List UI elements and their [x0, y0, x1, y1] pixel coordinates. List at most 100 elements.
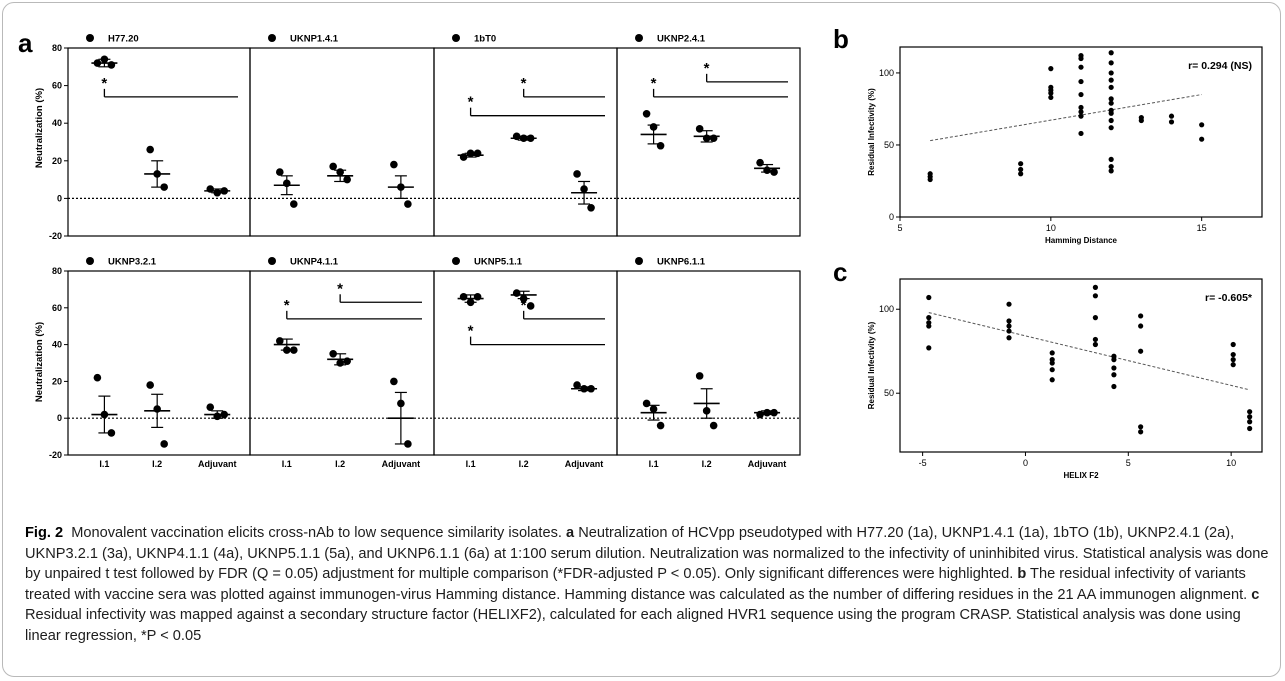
- data-point: [656, 421, 665, 430]
- data-point: [1111, 372, 1117, 378]
- data-point: [1078, 78, 1084, 85]
- figure-graphics: a b c Neutralization (%) Neutralization …: [18, 24, 1263, 480]
- data-point: [1108, 163, 1114, 170]
- y-tick-label: 60: [52, 303, 62, 313]
- data-point: [1078, 91, 1084, 98]
- category-label: Adjuvant: [748, 459, 787, 469]
- data-point: [1108, 117, 1114, 124]
- category-label: Adjuvant: [565, 459, 604, 469]
- subpanel-1bT0: 1bT0 * *: [433, 34, 618, 237]
- data-point: [1230, 351, 1236, 358]
- data-point: [1168, 119, 1175, 125]
- title-bullet-icon: [86, 257, 94, 265]
- subpanel-frame: [616, 270, 801, 456]
- data-point: [1111, 357, 1117, 363]
- data-point: [656, 141, 665, 150]
- data-point: [1108, 168, 1114, 174]
- subpanel-title: UKNP5.1.1: [474, 257, 523, 268]
- x-tick-label: -5: [919, 458, 927, 468]
- data-point: [1092, 284, 1098, 290]
- subpanel-UKNP5.1.1: UKNP5.1.1 I.1 I.2 Adjuvant * *: [433, 257, 618, 469]
- data-point: [1230, 341, 1236, 348]
- panel-a-top-ylabel: Neutralization (%): [34, 88, 45, 168]
- x-tick-label: 0: [1023, 458, 1028, 468]
- subpanel-UKNP6.1.1: UKNP6.1.1 I.1 I.2 Adjuvant: [616, 257, 801, 469]
- subpanel-UKNP1.4.1: UKNP1.4.1: [249, 34, 435, 237]
- sig-star: *: [468, 323, 474, 340]
- category-label: I.2: [335, 459, 345, 469]
- data-point: [573, 381, 581, 389]
- data-point: [1018, 166, 1024, 173]
- data-point: [1108, 50, 1114, 56]
- data-point: [1108, 107, 1114, 113]
- data-point: [709, 421, 718, 430]
- data-point: [927, 171, 933, 177]
- x-axis-label: HELIX F2: [1063, 471, 1099, 480]
- data-point: [1138, 424, 1144, 430]
- data-point: [1006, 335, 1012, 341]
- y-tick-label: 20: [52, 156, 62, 166]
- data-point: [1111, 383, 1117, 390]
- data-point: [1018, 161, 1024, 167]
- x-tick-label: 5: [1126, 458, 1131, 468]
- panel-b-plot: 5 10 15 0 50 100 Hamming Distance Residual Infe…: [867, 46, 1263, 245]
- sig-star: *: [651, 75, 657, 92]
- subpanel-title: 1bT0: [474, 34, 496, 45]
- sig-star: *: [521, 75, 527, 92]
- category-label: I.1: [466, 459, 476, 469]
- data-point: [926, 345, 932, 351]
- data-point: [206, 403, 215, 411]
- sig-star: *: [337, 280, 343, 297]
- caption-a-text: Neutralization of HCVpp pseudotyped with…: [25, 525, 1269, 583]
- data-point: [1018, 171, 1024, 177]
- data-point: [1199, 122, 1205, 128]
- subpanel-title: UKNP3.2.1: [108, 257, 157, 268]
- data-point: [1138, 114, 1144, 121]
- regression-line: [930, 94, 1202, 142]
- y-tick-label: -20: [49, 231, 62, 241]
- data-point: [1049, 360, 1055, 366]
- data-point: [107, 429, 116, 437]
- y-tick-label: 40: [52, 118, 62, 128]
- title-bullet-icon: [635, 34, 643, 42]
- data-point: [1108, 156, 1114, 162]
- y-axis-label: Residual Infectivity (%): [867, 321, 876, 409]
- subpanel-frame: [616, 47, 801, 237]
- subpanel-frame: [67, 47, 251, 237]
- data-point: [343, 357, 351, 365]
- data-point: [1108, 96, 1114, 102]
- subpanel-title: H77.20: [108, 34, 139, 45]
- regression-line: [928, 312, 1250, 391]
- data-point: [329, 350, 337, 358]
- panel-b-letter: b: [833, 24, 849, 54]
- data-point: [1092, 315, 1098, 321]
- y-tick-label: 50: [884, 140, 894, 150]
- data-point: [343, 175, 351, 184]
- data-point: [1078, 113, 1084, 119]
- y-tick-label: 100: [879, 304, 894, 314]
- plot-frame: [899, 278, 1263, 453]
- data-point: [1108, 77, 1114, 83]
- panel-a-bottom-ylabel: Neutralization (%): [34, 322, 45, 402]
- data-point: [770, 168, 778, 176]
- data-point: [93, 373, 102, 382]
- data-point: [1049, 367, 1055, 373]
- x-axis-label: Hamming Distance: [1045, 236, 1118, 245]
- data-point: [1078, 130, 1084, 137]
- subpanel-H77.20: H77.20 *: [67, 34, 251, 237]
- y-tick-label: 100: [879, 68, 894, 78]
- data-point: [1111, 365, 1117, 371]
- y-tick-label: 0: [57, 413, 62, 423]
- data-point: [1078, 109, 1084, 115]
- data-point: [1108, 125, 1114, 131]
- subpanel-UKNP3.2.1: UKNP3.2.1 I.1 I.2 Adjuvant: [67, 257, 251, 469]
- data-point: [695, 125, 704, 133]
- caption-b-text: The residual infectivity of variants tre…: [25, 566, 1248, 603]
- correlation-annotation: r= -0.605*: [1205, 292, 1253, 304]
- category-label: I.1: [99, 459, 109, 469]
- data-point: [1108, 100, 1114, 106]
- category-label: I.1: [282, 459, 292, 469]
- y-tick-label: 80: [52, 43, 62, 53]
- caption-title: Monovalent vaccination elicits cross-nAb…: [71, 525, 562, 541]
